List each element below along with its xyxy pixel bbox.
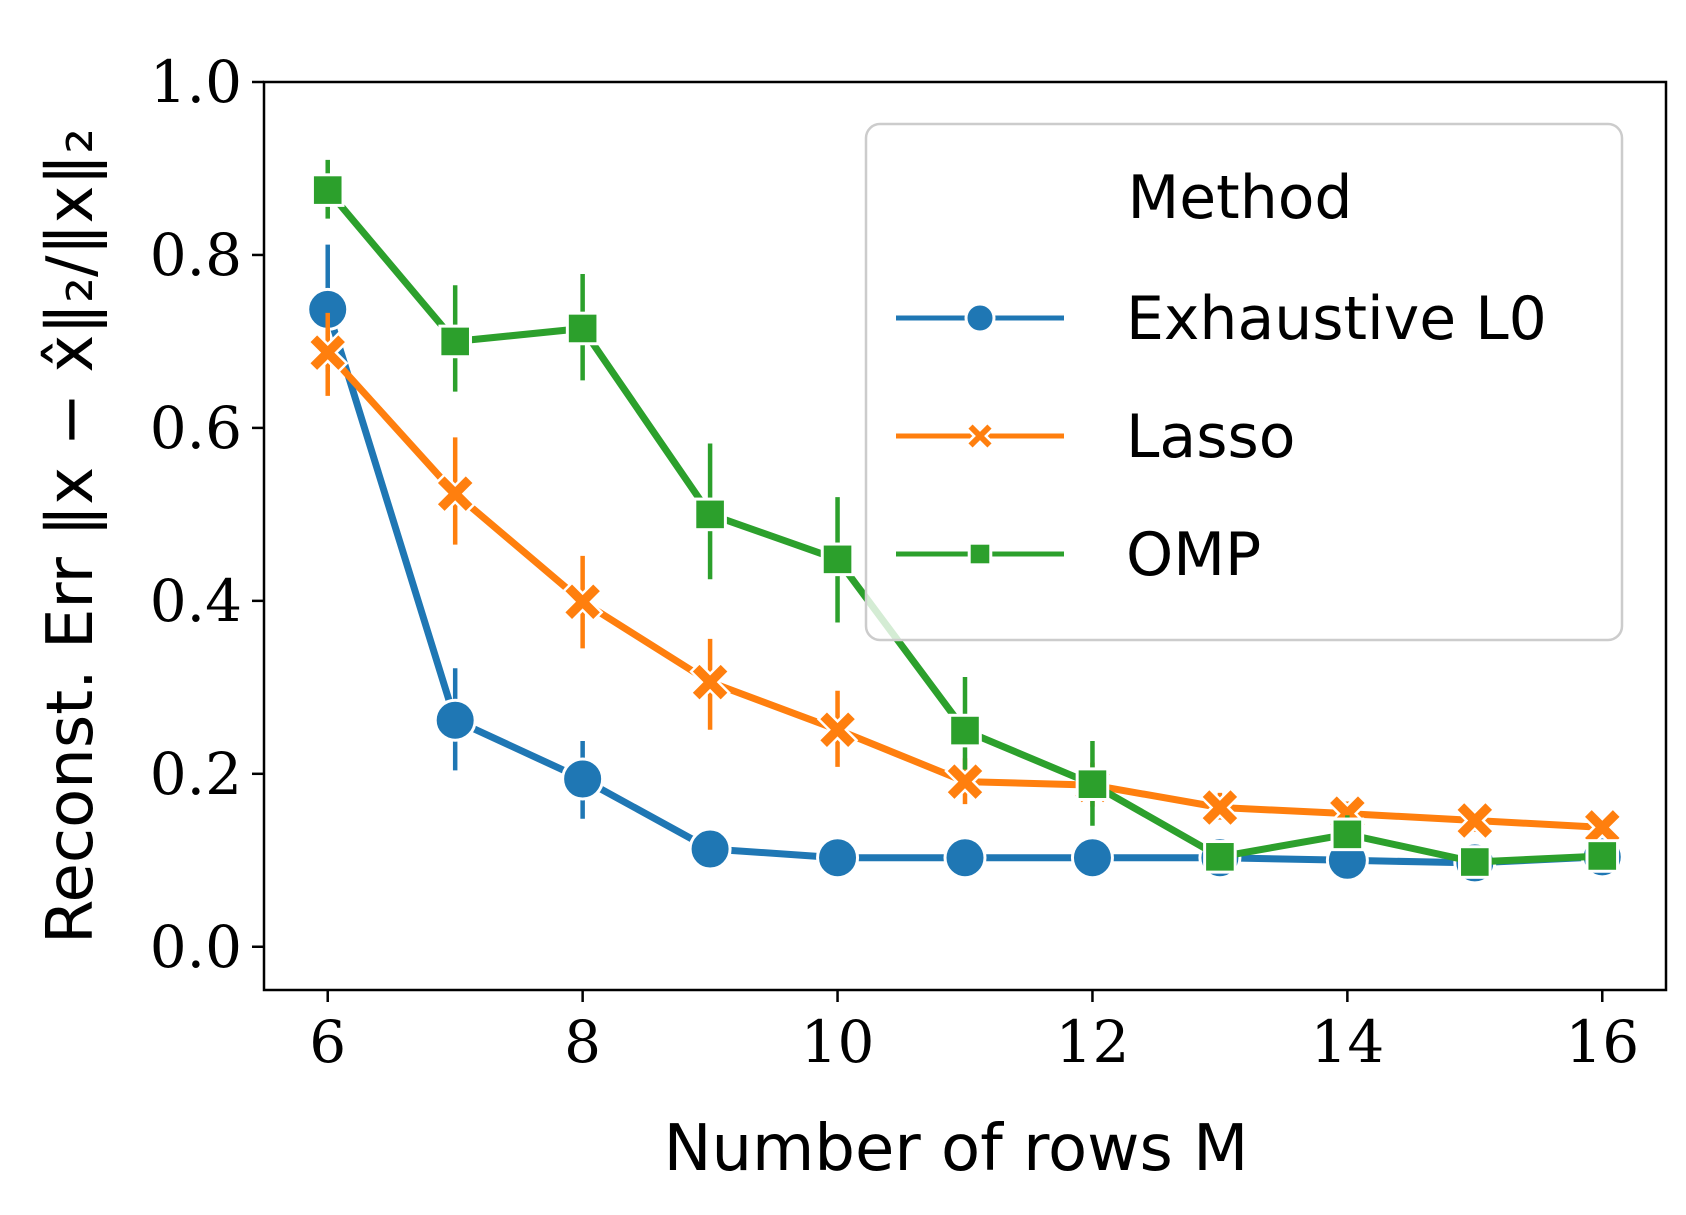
data-point: [1070, 836, 1114, 880]
y-tick-label: 0.4: [150, 567, 242, 635]
series-layer: [306, 159, 1624, 885]
y-tick-label: 0.8: [150, 221, 242, 289]
data-point: [1585, 839, 1620, 873]
data-point: [434, 472, 476, 515]
data-point: [943, 836, 987, 880]
data-point: [565, 311, 600, 346]
data-point: [433, 698, 477, 742]
data-point: [1330, 817, 1365, 852]
data-point: [948, 713, 982, 748]
data-point: [1203, 840, 1237, 874]
series-omp: [310, 159, 1620, 879]
data-point: [1454, 799, 1496, 842]
legend: Method Exhaustive L0 Lasso OMP: [864, 122, 1624, 642]
data-point: [561, 580, 604, 623]
x-tick-label: 10: [801, 1008, 875, 1076]
data-point: [816, 708, 859, 751]
plot-frame: [262, 80, 1668, 992]
x-tick-label: 12: [1056, 1008, 1130, 1076]
data-point: [820, 542, 855, 577]
x-tick-label: 14: [1310, 1008, 1384, 1076]
legend-marker: [964, 420, 996, 452]
legend-marker: [967, 541, 993, 567]
legend-label: Exhaustive L0: [1126, 284, 1547, 354]
legend-marker: [964, 302, 996, 334]
data-point: [310, 173, 345, 207]
data-point: [561, 757, 605, 801]
y-axis-label: Reconst. Err ‖x − x̂‖₂/‖x‖₂: [34, 128, 108, 944]
data-point: [1458, 845, 1492, 879]
data-point: [306, 331, 349, 374]
y-tick-label: 0.0: [150, 913, 242, 981]
x-tick-label: 16: [1565, 1008, 1639, 1076]
data-point: [1075, 767, 1110, 801]
legend-label: OMP: [1126, 520, 1261, 590]
y-tick-label: 0.6: [150, 394, 242, 462]
legend-label: Lasso: [1126, 402, 1295, 472]
legend-title: Method: [1127, 163, 1352, 233]
data-point: [438, 324, 472, 359]
y-tick-label: 1.0: [150, 48, 242, 116]
data-point: [816, 836, 860, 880]
x-axis-label: Number of rows M: [664, 1112, 1249, 1186]
data-point: [693, 497, 727, 532]
legend-box: [864, 122, 1624, 642]
data-point: [944, 760, 986, 803]
data-point: [689, 661, 731, 703]
x-tick-label: 8: [564, 1008, 601, 1076]
data-point: [688, 827, 732, 871]
axes-layer: 6 8 10 12 14 16 0.0 0.2 0.4 0.6 0.8 1.0: [150, 48, 1639, 1076]
data-point: [1199, 786, 1241, 829]
y-tick-label: 0.2: [150, 740, 242, 808]
x-tick-label: 6: [309, 1008, 346, 1076]
